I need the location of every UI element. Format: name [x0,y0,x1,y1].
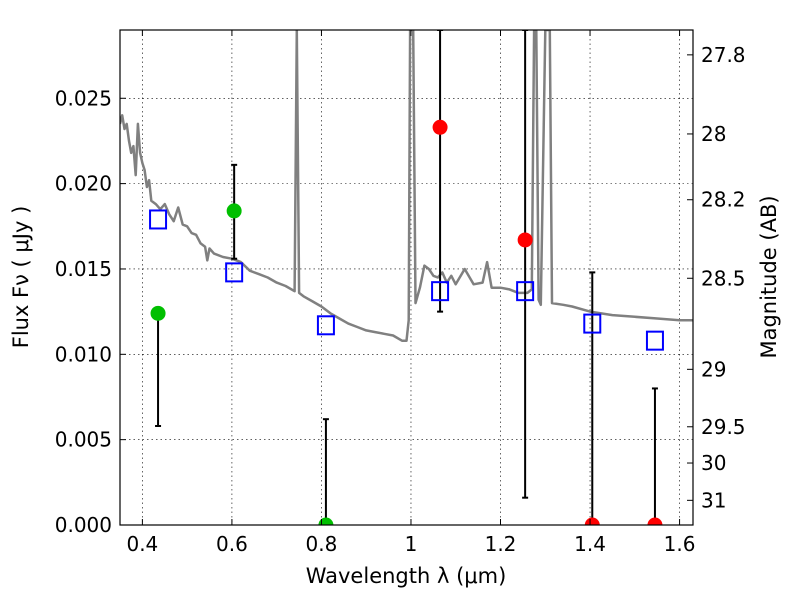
x-tick-label: 1 [405,532,418,556]
model-spectrum-line [120,30,693,342]
y-axis-label: Flux Fν ( μJy ) [9,206,33,349]
x-axis-label: Wavelength λ (μm) [306,564,507,588]
y-tick-label: 0.025 [55,86,112,110]
x-tick-label: 0.6 [216,532,248,556]
green-data-point [150,305,166,321]
y-tick-label: 0.015 [55,257,112,281]
green-data-point [226,203,242,219]
x-tick-label: 1.6 [664,532,696,556]
red-data-point [517,232,533,248]
model-photometry-square [431,281,450,302]
plot-frame [119,29,694,526]
red-data-point [432,119,448,135]
y2-tick-label: 27.8 [701,43,746,67]
y2-tick-label: 28.2 [701,188,746,212]
green-data-point [318,517,334,525]
x-tick-label: 1.4 [574,532,606,556]
y2-axis-label: Magnitude (AB) [757,195,781,358]
red-data-point [647,517,663,525]
y2-tick-label: 28 [701,122,726,146]
model-photometry-square [149,209,168,230]
model-photometry-square [225,262,244,283]
x-tick-label: 1.2 [485,532,517,556]
model-photometry-square [516,281,535,302]
model-photometry-square [583,313,602,334]
y2-tick-label: 31 [701,488,726,512]
model-photometry-square [316,315,335,336]
y-tick-label: 0.000 [55,513,112,537]
red-data-point [584,517,600,525]
y-tick-label: 0.005 [55,428,112,452]
y2-tick-label: 29 [701,357,726,381]
y-tick-label: 0.020 [55,172,112,196]
x-tick-label: 0.4 [126,532,158,556]
y2-tick-label: 29.5 [701,415,746,439]
y-tick-label: 0.010 [55,342,112,366]
model-photometry-square [645,330,664,351]
plot-area [120,30,693,525]
x-tick-label: 0.8 [306,532,338,556]
y2-tick-label: 28.5 [701,266,746,290]
y2-tick-label: 30 [701,451,726,475]
